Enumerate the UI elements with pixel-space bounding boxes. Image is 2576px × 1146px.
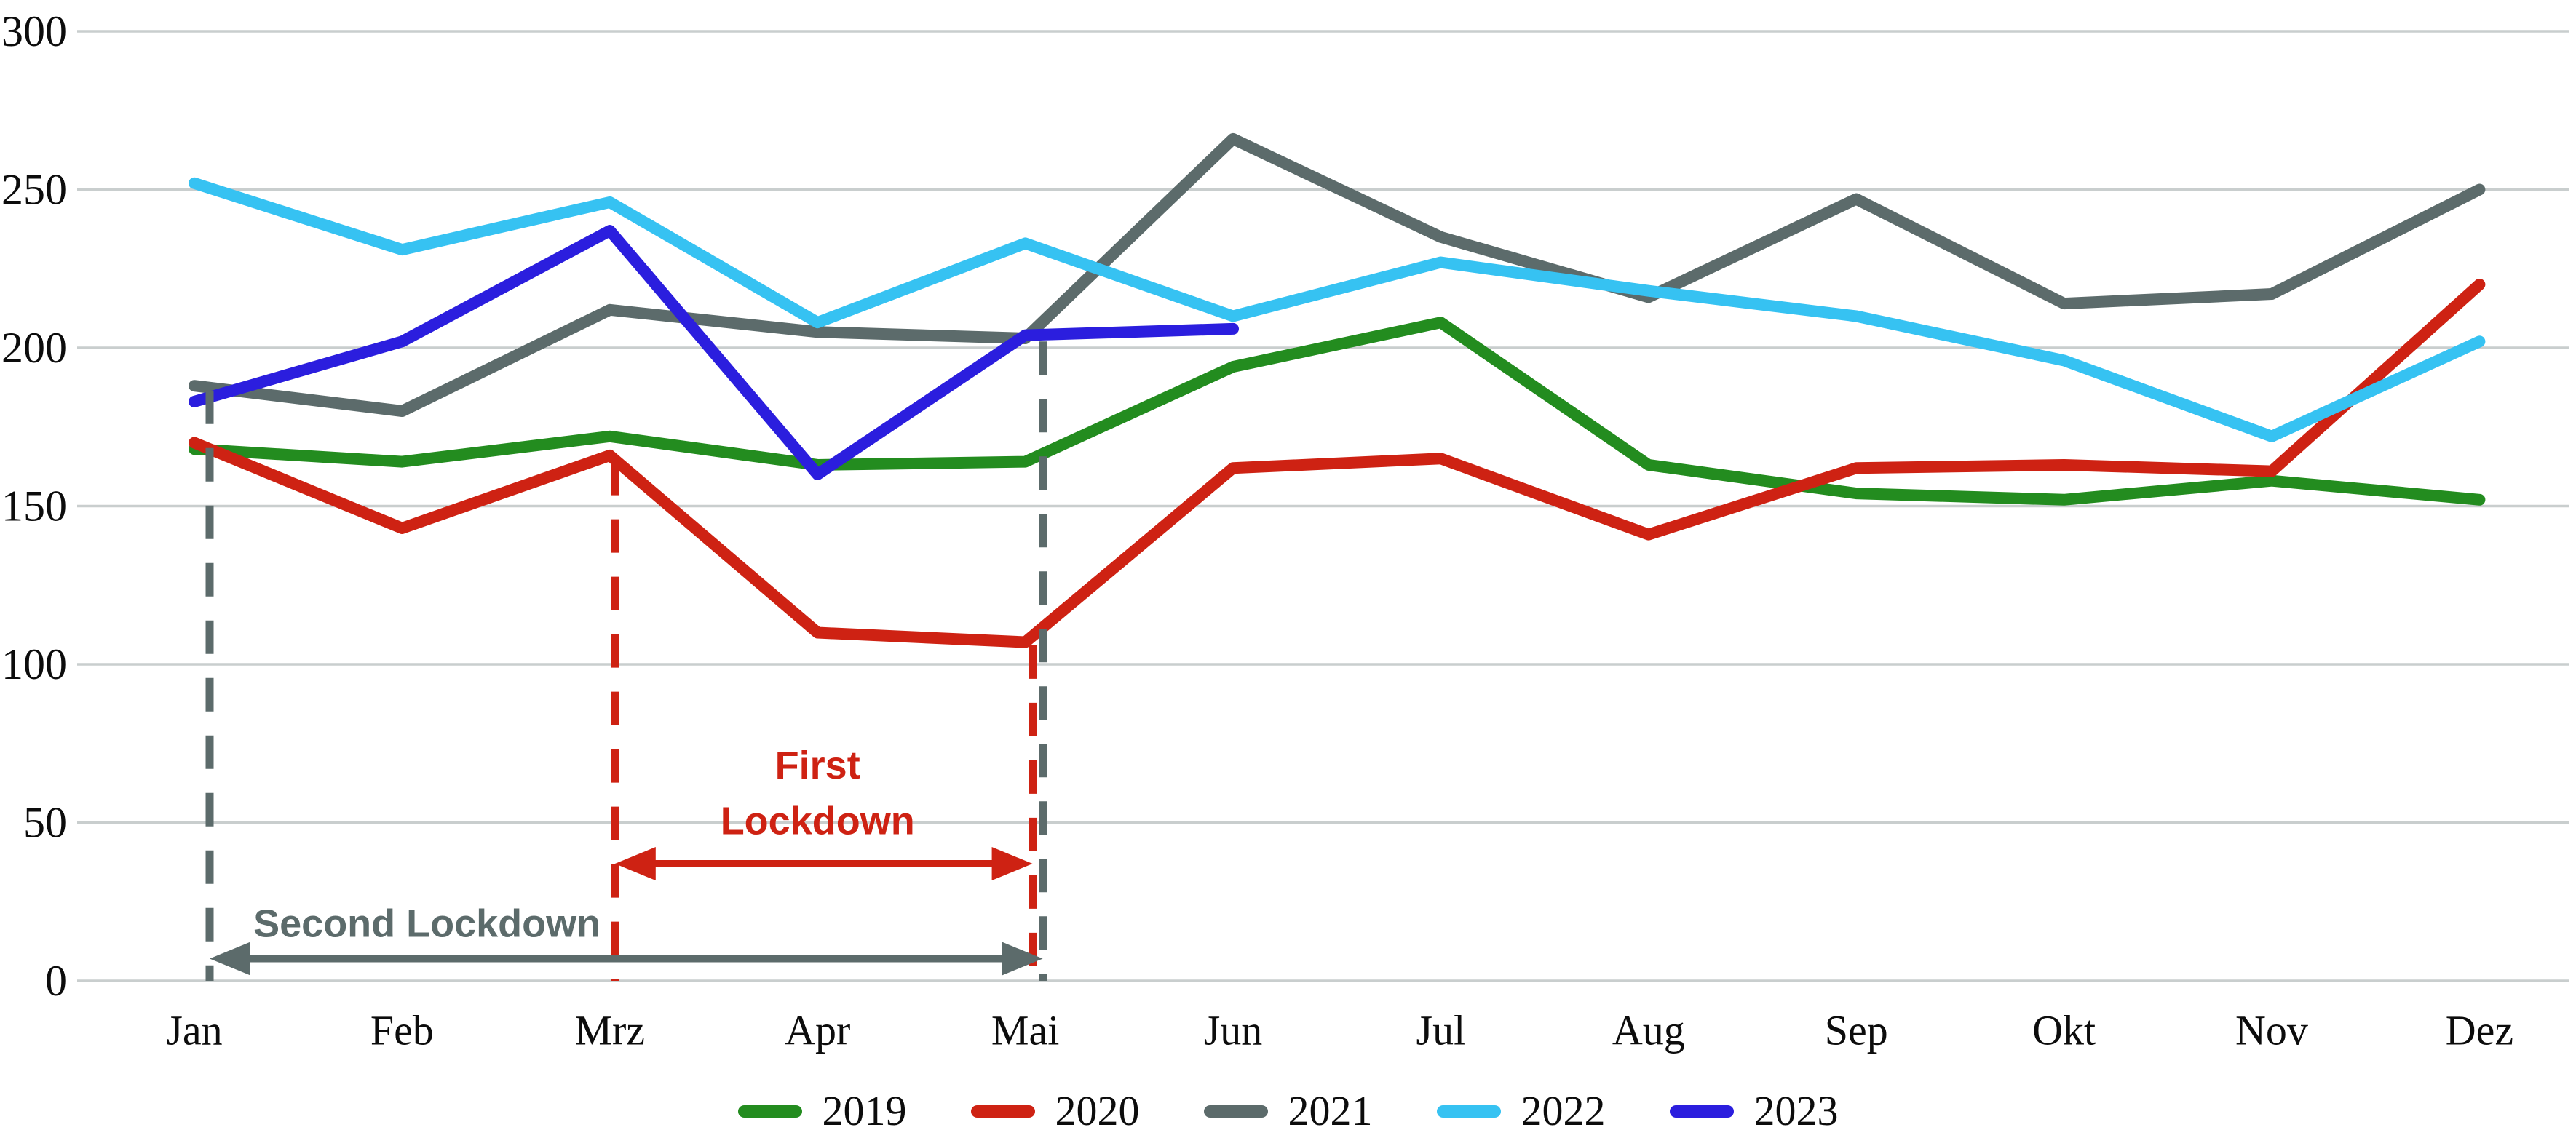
- first-lockdown-label-line-1: Lockdown: [721, 799, 915, 843]
- legend-label-2019: 2019: [822, 1087, 907, 1134]
- first-lockdown-arrowhead-left: [614, 847, 656, 881]
- x-tick-label-Apr: Apr: [785, 1007, 850, 1054]
- series-line-2019: [189, 317, 2486, 506]
- y-tick-label-50: 50: [23, 799, 67, 847]
- legend-swatch-2022: [1436, 1105, 1501, 1118]
- legend-item-2023: 2023: [1669, 1087, 1839, 1134]
- legend-swatch-2019: [737, 1105, 802, 1118]
- x-tick-label-Okt: Okt: [2032, 1007, 2096, 1054]
- first-lockdown-label-line-0: First: [775, 744, 860, 787]
- y-tick-label-300: 300: [1, 7, 67, 55]
- x-tick-label-Mrz: Mrz: [574, 1007, 645, 1054]
- y-tick-label-250: 250: [1, 166, 67, 214]
- legend-item-2021: 2021: [1203, 1087, 1373, 1134]
- x-tick-label-Jan: Jan: [166, 1007, 222, 1054]
- legend-swatch-2020: [970, 1105, 1035, 1118]
- legend-item-2022: 2022: [1436, 1087, 1606, 1134]
- x-tick-label-Jul: Jul: [1416, 1007, 1466, 1054]
- x-tick-label-Sep: Sep: [1825, 1007, 1888, 1054]
- x-tick-label-Nov: Nov: [2235, 1007, 2308, 1054]
- legend-label-2022: 2022: [1521, 1087, 1606, 1134]
- legend-swatch-2023: [1669, 1105, 1734, 1118]
- second-lockdown-arrowhead-left: [210, 942, 250, 976]
- chart-legend: 2019 2020 2021 2022 2023: [0, 1090, 2576, 1132]
- series-line-2021: [189, 132, 2486, 417]
- legend-label-2020: 2020: [1055, 1087, 1140, 1134]
- series-line-2023: [189, 225, 1239, 480]
- series-line-2022: [189, 177, 2486, 442]
- x-tick-label-Jun: Jun: [1204, 1007, 1263, 1054]
- series-line-2020: [189, 279, 2486, 648]
- x-tick-label-Feb: Feb: [370, 1007, 434, 1054]
- x-tick-label-Aug: Aug: [1612, 1007, 1685, 1054]
- y-tick-label-200: 200: [1, 324, 67, 372]
- y-tick-label-100: 100: [1, 640, 67, 688]
- x-tick-label-Dez: Dez: [2446, 1007, 2513, 1054]
- legend-item-2019: 2019: [737, 1087, 907, 1134]
- legend-label-2023: 2023: [1753, 1087, 1839, 1134]
- legend-swatch-2021: [1203, 1105, 1268, 1118]
- first-lockdown-arrowhead-right: [991, 847, 1033, 881]
- second-lockdown-label-line-0: Second Lockdown: [253, 902, 601, 946]
- legend-item-2020: 2020: [970, 1087, 1140, 1134]
- y-tick-label-150: 150: [1, 482, 67, 530]
- x-tick-label-Mai: Mai: [991, 1007, 1059, 1054]
- y-tick-label-0: 0: [45, 957, 67, 1005]
- second-lockdown-arrowhead-right: [1002, 942, 1043, 976]
- legend-label-2021: 2021: [1288, 1087, 1373, 1134]
